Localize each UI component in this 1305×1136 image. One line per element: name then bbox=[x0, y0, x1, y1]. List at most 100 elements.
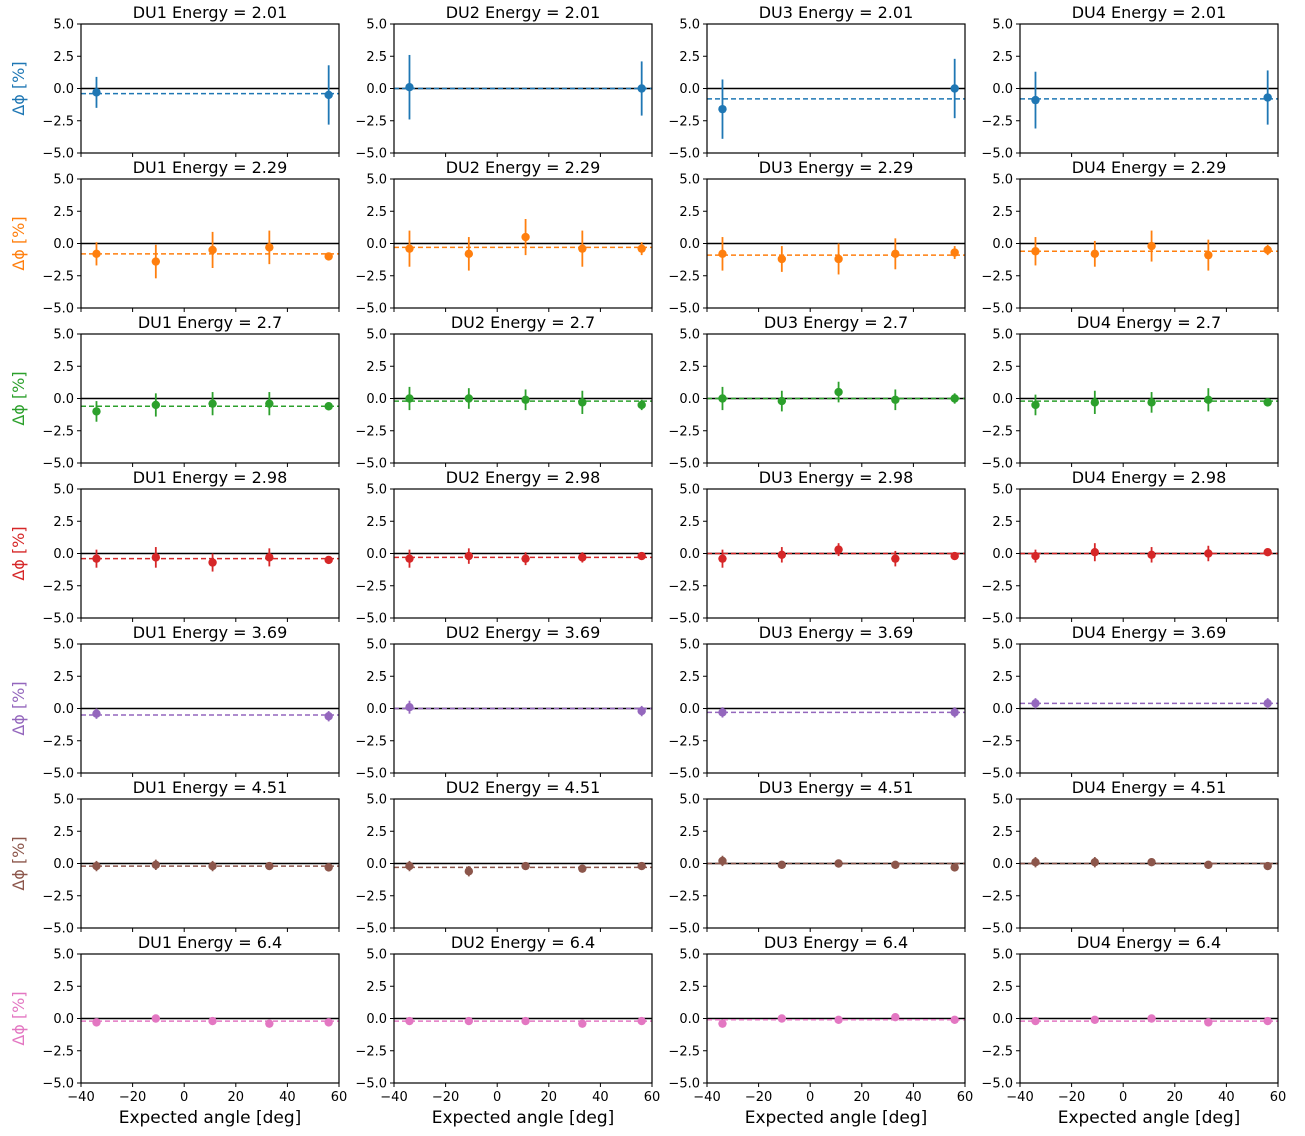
y-tick-label: −2.5 bbox=[668, 269, 700, 284]
panel-title: DU1 Energy = 3.69 bbox=[133, 623, 288, 642]
data-point bbox=[1031, 699, 1040, 708]
y-tick-label: 0.0 bbox=[679, 392, 700, 407]
panel-title: DU4 Energy = 3.69 bbox=[1072, 623, 1227, 642]
data-point bbox=[151, 400, 161, 410]
y-tick-label: −2.5 bbox=[42, 889, 74, 904]
data-point bbox=[1090, 858, 1100, 867]
data-point bbox=[324, 712, 333, 721]
data-point bbox=[324, 1018, 333, 1027]
x-tick-label: −40 bbox=[693, 1090, 720, 1105]
panel-title: DU3 Energy = 2.29 bbox=[759, 158, 914, 177]
x-tick-label: 40 bbox=[1218, 1090, 1235, 1105]
panel-frame bbox=[80, 798, 340, 929]
panel-title: DU3 Energy = 3.69 bbox=[759, 623, 914, 642]
data-point bbox=[777, 550, 787, 559]
data-point bbox=[464, 551, 474, 561]
y-tick-label: −2.5 bbox=[355, 889, 387, 904]
y-tick-label: 5.0 bbox=[679, 793, 700, 808]
y-tick-label: 0.0 bbox=[992, 857, 1013, 872]
y-tick-label: −5.0 bbox=[42, 147, 74, 162]
panel-frame bbox=[80, 333, 340, 464]
data-point bbox=[1031, 247, 1040, 256]
data-point bbox=[950, 394, 959, 403]
y-tick-label: 0.0 bbox=[679, 1012, 700, 1027]
panel-du4-e4.51: DU4 Energy = 4.51 5.0 2.5 0.0 −2.5 −5.0 bbox=[981, 778, 1279, 937]
y-axis-label: Δϕ [%] bbox=[9, 216, 28, 270]
panel-title: DU2 Energy = 3.69 bbox=[446, 623, 601, 642]
y-tick-label: −5.0 bbox=[355, 457, 387, 472]
data-point bbox=[265, 399, 274, 408]
data-point bbox=[1263, 1016, 1272, 1026]
panel-du1-e3.69: DU1 Energy = 3.69 5.0 2.5 0.0 −2.5 −5.0 Δϕ [%] bbox=[9, 623, 340, 782]
panel-du2-e2.7: DU2 Energy = 2.7 5.0 2.5 0.0 −2.5 −5.0 bbox=[355, 313, 653, 472]
data-point bbox=[950, 863, 959, 872]
data-point bbox=[324, 402, 333, 411]
x-tick-label: 20 bbox=[541, 1090, 558, 1105]
data-point bbox=[891, 1013, 900, 1022]
panel-du1-e4.51: DU1 Energy = 4.51 5.0 2.5 0.0 −2.5 −5.0 Δϕ [%] bbox=[9, 778, 340, 937]
y-tick-label: 5.0 bbox=[992, 638, 1013, 653]
y-tick-label: 0.0 bbox=[679, 857, 700, 872]
y-tick-label: 0.0 bbox=[366, 82, 387, 97]
y-tick-label: 2.5 bbox=[53, 670, 74, 685]
data-point bbox=[324, 863, 333, 872]
data-point bbox=[637, 84, 646, 93]
data-point bbox=[1090, 548, 1100, 557]
x-tick-label: −40 bbox=[67, 1090, 94, 1105]
data-point bbox=[1263, 699, 1272, 708]
data-point bbox=[1031, 858, 1040, 867]
data-point bbox=[405, 1016, 414, 1026]
panel-du2-e2.98: DU2 Energy = 2.98 5.0 2.5 0.0 −2.5 −5.0 bbox=[355, 468, 653, 627]
panel-du3-e3.69: DU3 Energy = 3.69 5.0 2.5 0.0 −2.5 −5.0 bbox=[668, 623, 966, 782]
y-tick-label: −5.0 bbox=[42, 457, 74, 472]
y-tick-label: 2.5 bbox=[366, 825, 387, 840]
data-point bbox=[92, 407, 101, 416]
x-axis-label: Expected angle [deg] bbox=[745, 1108, 928, 1128]
panel-du1-e2.01: DU1 Energy = 2.01 5.0 2.5 0.0 −2.5 −5.0 Δϕ [%] bbox=[9, 3, 340, 162]
y-tick-label: 5.0 bbox=[53, 793, 74, 808]
y-tick-label: −2.5 bbox=[981, 734, 1013, 749]
y-tick-label: 2.5 bbox=[992, 205, 1013, 220]
data-point bbox=[265, 1019, 274, 1028]
y-tick-label: 0.0 bbox=[679, 237, 700, 252]
data-point bbox=[834, 387, 843, 397]
y-tick-label: 0.0 bbox=[366, 857, 387, 872]
panel-title: DU1 Energy = 6.4 bbox=[138, 933, 282, 952]
x-axis-label: Expected angle [deg] bbox=[1058, 1108, 1241, 1128]
data-point bbox=[92, 88, 101, 97]
y-tick-label: 0.0 bbox=[366, 547, 387, 562]
data-point bbox=[891, 860, 900, 869]
y-tick-label: −5.0 bbox=[355, 1077, 387, 1092]
data-point bbox=[578, 553, 587, 562]
data-point bbox=[834, 545, 843, 554]
y-tick-label: 2.5 bbox=[679, 205, 700, 220]
data-point bbox=[578, 1019, 587, 1028]
y-tick-label: 2.5 bbox=[679, 360, 700, 375]
panel-frame bbox=[1019, 23, 1279, 154]
y-tick-label: −5.0 bbox=[981, 1077, 1013, 1092]
x-tick-label: 60 bbox=[331, 1090, 348, 1105]
data-point bbox=[521, 554, 530, 563]
panel-du3-e6.4: DU3 Energy = 6.4 5.0 2.5 0.0 −2.5 −5.0−40 −20 0… bbox=[668, 933, 973, 1128]
y-tick-label: 2.5 bbox=[366, 205, 387, 220]
y-tick-label: −2.5 bbox=[42, 424, 74, 439]
y-axis-label: Δϕ [%] bbox=[9, 836, 28, 890]
panel-frame bbox=[393, 488, 653, 619]
y-tick-label: 2.5 bbox=[992, 360, 1013, 375]
y-tick-label: 5.0 bbox=[679, 173, 700, 188]
x-tick-label: −20 bbox=[745, 1090, 772, 1105]
data-point bbox=[208, 861, 217, 871]
panel-title: DU3 Energy = 4.51 bbox=[759, 778, 914, 797]
y-tick-label: 5.0 bbox=[366, 793, 387, 808]
y-tick-label: 0.0 bbox=[679, 82, 700, 97]
data-point bbox=[405, 394, 414, 403]
y-tick-label: −5.0 bbox=[981, 767, 1013, 782]
data-point bbox=[405, 703, 414, 712]
data-point bbox=[718, 856, 727, 866]
data-point bbox=[208, 245, 217, 255]
x-tick-label: 20 bbox=[1167, 1090, 1184, 1105]
y-tick-label: 5.0 bbox=[679, 18, 700, 33]
y-tick-label: −2.5 bbox=[355, 114, 387, 129]
data-point bbox=[92, 1018, 101, 1027]
